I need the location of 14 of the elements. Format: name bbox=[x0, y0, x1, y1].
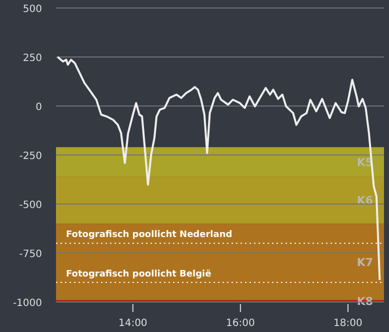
band-label: K7 bbox=[356, 256, 373, 269]
y-tick-label: -750 bbox=[19, 249, 42, 260]
y-tick-label: 500 bbox=[22, 4, 42, 15]
y-tick-label: -250 bbox=[19, 151, 42, 162]
y-tick-label: -500 bbox=[19, 200, 42, 211]
y-tick-label: 0 bbox=[36, 102, 42, 113]
y-tick-label: -1000 bbox=[12, 298, 42, 309]
y-tick-label: 250 bbox=[22, 53, 42, 64]
x-tick-label: 16:00 bbox=[226, 318, 255, 329]
ref-line-label: Fotografisch poollicht Nederland bbox=[66, 230, 232, 240]
line-series bbox=[56, 56, 381, 282]
x-tick-label: 14:00 bbox=[118, 318, 148, 329]
ref-line-label: Fotografisch poollicht België bbox=[66, 269, 212, 280]
x-tick-label: 18:00 bbox=[334, 318, 362, 329]
